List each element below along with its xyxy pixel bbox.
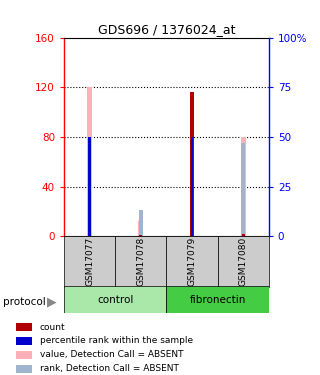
Text: control: control [97,295,133,304]
Bar [139,210,143,236]
Bar [139,235,142,236]
Bar [16,323,32,331]
Bar [87,87,92,236]
Text: rank, Detection Call = ABSENT: rank, Detection Call = ABSENT [40,364,179,374]
Bar [16,337,32,345]
Title: GDS696 / 1376024_at: GDS696 / 1376024_at [98,23,235,36]
Bar [242,234,245,236]
Bar [88,137,92,236]
Bar [64,286,166,313]
Bar [16,365,32,373]
Bar [115,236,166,287]
Bar [16,351,32,358]
Text: count: count [40,322,66,332]
Text: GSM17080: GSM17080 [239,237,248,286]
Text: value, Detection Call = ABSENT: value, Detection Call = ABSENT [40,350,183,359]
Text: GSM17077: GSM17077 [85,237,94,286]
Bar [166,236,218,287]
Bar [88,137,91,236]
Bar [64,236,115,287]
Bar [218,236,269,287]
Text: protocol: protocol [3,297,46,307]
Text: ▶: ▶ [47,296,57,308]
Text: GSM17079: GSM17079 [188,237,196,286]
Bar [138,221,143,236]
Bar [166,286,269,313]
Text: GSM17078: GSM17078 [136,237,145,286]
Bar [191,137,193,236]
Bar [190,92,194,236]
Bar [88,234,91,236]
Bar [241,137,246,236]
Text: fibronectin: fibronectin [189,295,246,304]
Text: percentile rank within the sample: percentile rank within the sample [40,336,193,345]
Bar [241,143,245,236]
